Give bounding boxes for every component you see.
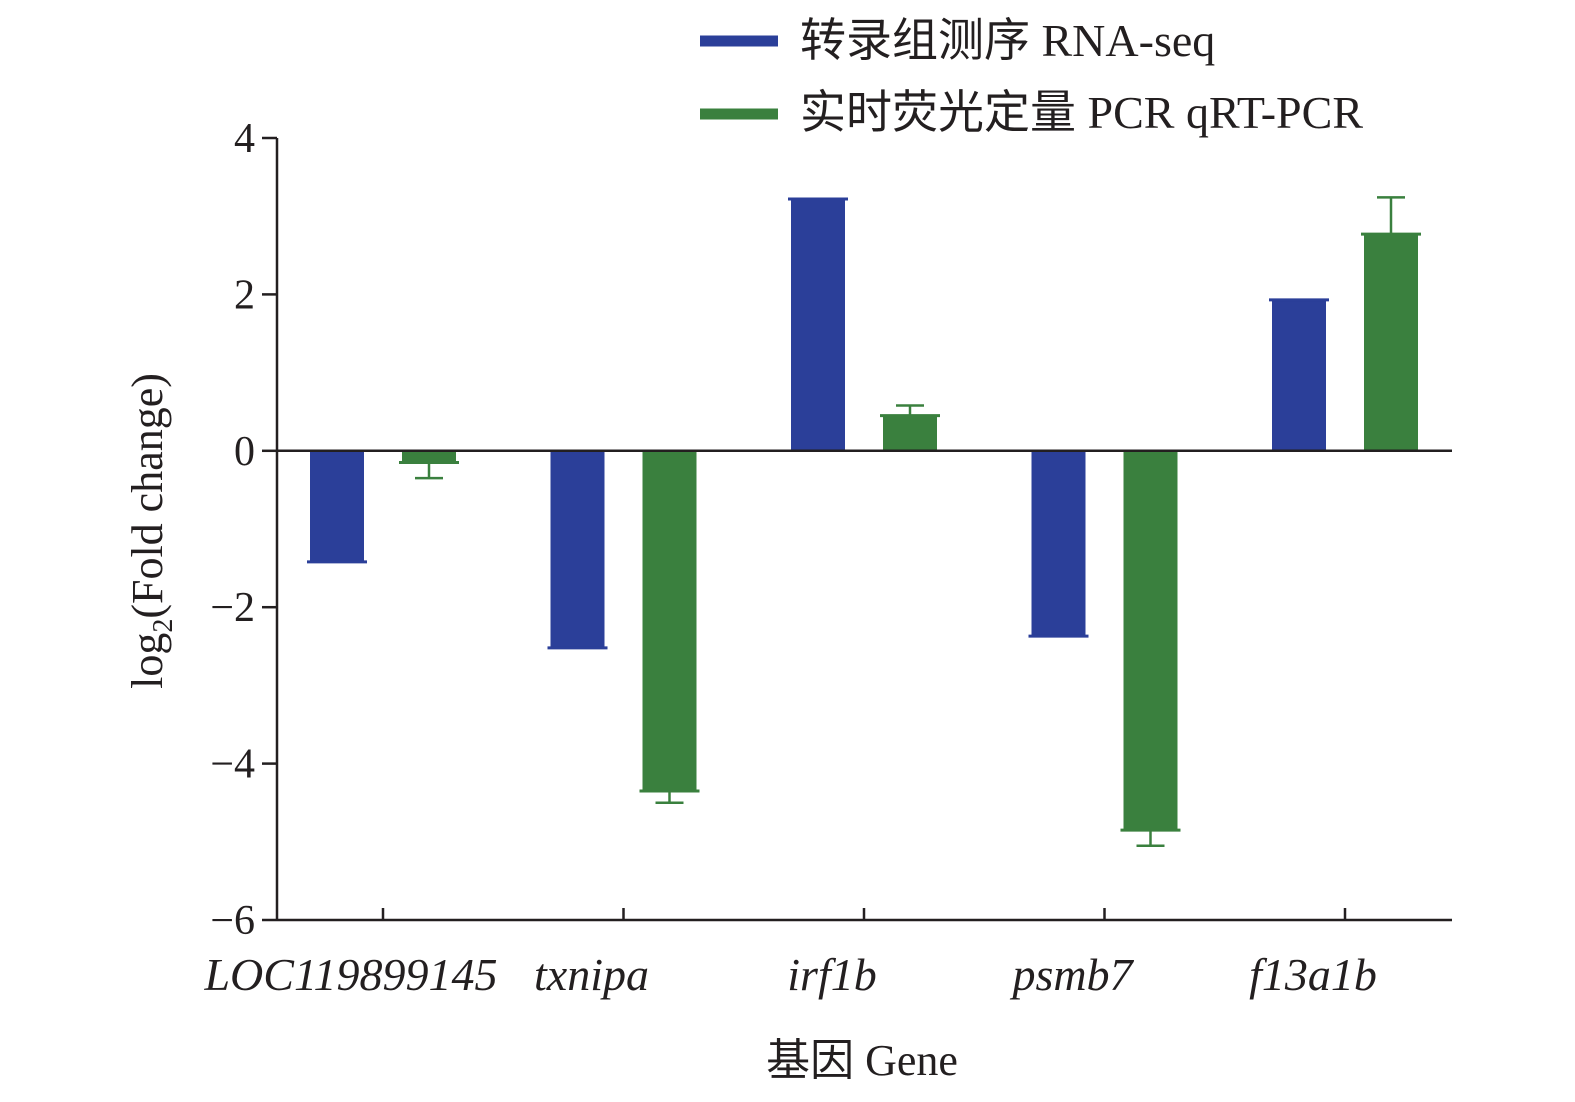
y-axis-title-suffix: (Fold change) <box>123 373 172 619</box>
y-axis-title-subscript: 2 <box>148 619 179 633</box>
axes-group <box>275 138 1452 922</box>
bar-qrt-pcr <box>1364 234 1418 451</box>
x-category-label: irf1b <box>787 949 876 1000</box>
y-axis-title: log2(Fold change) <box>123 373 179 689</box>
x-category-label: psmb7 <box>1009 949 1134 1000</box>
y-tick-label: −4 <box>210 742 255 788</box>
bar-rna-seq <box>550 450 605 648</box>
y-tick-label: 0 <box>234 429 255 475</box>
bar-rna-seq <box>791 198 845 451</box>
y-tick-label: 4 <box>234 116 255 162</box>
bar-qrt-pcr <box>1123 450 1178 831</box>
y-axis-title-prefix: log <box>123 633 172 689</box>
bar-rna-seq <box>310 450 364 562</box>
bar-rna-seq <box>1272 299 1326 451</box>
bars-group <box>307 196 1421 847</box>
bar-qrt-pcr <box>642 450 697 791</box>
x-axis-title: 基因 Gene <box>766 1036 958 1085</box>
legend-item-qrt-pcr: 实时荧光定量 PCR qRT-PCR <box>700 87 1363 138</box>
bar-qrt-pcr <box>402 450 456 463</box>
y-ticks-group: 4 2 0 −2 −4 −6 <box>210 116 277 944</box>
legend-item-rna-seq: 转录组测序 RNA-seq <box>700 15 1215 66</box>
y-tick-label: −6 <box>210 898 255 944</box>
x-category-label: LOC119899145 <box>203 949 497 1000</box>
x-categories-group: LOC119899145 txnipa irf1b psmb7 f13a1b <box>203 908 1377 1000</box>
x-category-label: txnipa <box>534 949 649 1000</box>
y-tick-label: 2 <box>234 272 255 318</box>
bar-rna-seq <box>1031 450 1086 637</box>
bar-qrt-pcr <box>883 415 937 451</box>
y-tick-label: −2 <box>210 585 255 631</box>
legend: 转录组测序 RNA-seq 实时荧光定量 PCR qRT-PCR <box>700 15 1363 138</box>
legend-label-qrt-pcr: 实时荧光定量 PCR qRT-PCR <box>800 87 1363 138</box>
x-category-label: f13a1b <box>1249 949 1377 1000</box>
legend-label-rna-seq: 转录组测序 RNA-seq <box>800 15 1215 66</box>
